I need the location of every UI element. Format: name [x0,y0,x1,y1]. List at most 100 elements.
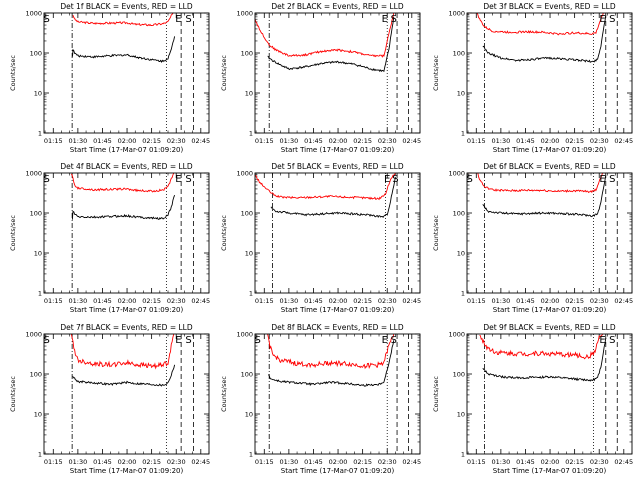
chart-title: Det 2f BLACK = Events, RED = LLD [271,2,404,11]
x-axis-label: Start Time (17-Mar-07 01:09:20) [493,467,607,475]
saa-marker-e: E [384,174,390,185]
chart-panel-7: Det 7f BLACK = Events, RED = LLD Counts/s… [9,323,210,475]
y-axis-label: Counts/sec [220,215,228,251]
x-tick-label: 01:45 [93,137,112,145]
x-tick-label: 01:30 [492,458,511,466]
x-tick-label: 02:45 [614,458,633,466]
x-tick-label: 02:15 [353,137,372,145]
plot-frame [466,333,633,455]
saa-marker-s: S [392,174,398,185]
saa-marker-s: S [185,14,191,25]
x-tick-label: 02:45 [402,297,421,305]
x-tick-label: 01:15 [44,297,63,305]
x-axis-label: Start Time (17-Mar-07 01:09:20) [281,146,395,154]
x-tick-label: 01:45 [516,458,535,466]
x-tick-label: 02:15 [142,458,161,466]
x-tick-label: 02:30 [590,137,609,145]
chart-panel-1: Det 1f BLACK = Events, RED = LLD Counts/s… [9,2,210,154]
x-tick-label: 01:30 [69,137,88,145]
chart-title: Det 5f BLACK = Events, RED = LLD [271,162,404,171]
y-tick-label: 1 [38,130,42,138]
x-tick-label: 01:15 [467,297,486,305]
chart-panel-6: Det 6f BLACK = Events, RED = LLD Counts/s… [432,162,633,314]
series-line-lld-red [467,13,606,36]
x-tick-label: 01:30 [280,137,299,145]
x-tick-label: 01:15 [255,137,274,145]
x-axis-label: Start Time (17-Mar-07 01:09:20) [493,146,607,154]
y-tick-label: 10 [457,90,465,98]
series-line-events-black [482,174,607,218]
x-tick-label: 01:15 [467,458,486,466]
chart-title: Det 4f BLACK = Events, RED = LLD [60,162,193,171]
y-tick-label: 100 [453,50,465,58]
x-tick-label: 02:00 [118,458,137,466]
plot-frame [254,172,421,294]
x-tick-label: 02:45 [402,458,421,466]
series-line-lld-red [467,173,606,194]
x-tick-label: 02:30 [590,297,609,305]
saa-marker-s: S [609,174,615,185]
x-tick-label: 01:45 [516,297,535,305]
x-tick-label: 02:45 [191,137,210,145]
y-tick-label: 1000 [448,331,465,339]
series-line-lld-red [70,334,175,370]
saa-marker-s: S [391,335,397,346]
x-tick-label: 01:30 [492,297,511,305]
y-tick-label: 10 [245,90,253,98]
x-tick-label: 02:45 [614,297,633,305]
saa-marker-s: S [255,335,261,346]
y-tick-label: 1000 [448,170,465,178]
x-tick-label: 02:00 [118,297,137,305]
chart-panel-8: Det 8f BLACK = Events, RED = LLD Counts/s… [220,323,421,475]
series-line-events-black [482,337,607,382]
y-tick-label: 1000 [236,331,253,339]
chart-panel-4: Det 4f BLACK = Events, RED = LLD Counts/s… [9,162,210,314]
y-tick-label: 100 [241,210,253,218]
y-axis-label: Counts/sec [220,55,228,91]
y-tick-label: 1 [461,451,465,459]
y-tick-label: 10 [34,411,42,419]
saa-marker-e: E [175,174,181,185]
plot-frame [466,172,633,294]
series-line-lld-red [255,13,395,58]
x-tick-label: 01:30 [280,297,299,305]
x-axis-label: Start Time (17-Mar-07 01:09:20) [493,306,607,314]
x-tick-label: 02:30 [167,458,186,466]
saa-marker-e: E [599,335,605,346]
y-tick-label: 100 [30,50,42,58]
x-tick-label: 02:30 [167,137,186,145]
saa-marker-s: S [609,14,615,25]
x-tick-label: 02:00 [541,297,560,305]
saa-marker-s: S [44,14,50,25]
x-tick-label: 01:15 [467,137,486,145]
x-tick-label: 02:15 [353,458,372,466]
saa-marker-s: S [467,174,473,185]
series-line-events-black [270,176,396,219]
x-tick-label: 02:15 [353,297,372,305]
saa-marker-s: S [185,174,191,185]
y-axis-label: Counts/sec [220,376,228,412]
y-tick-label: 10 [457,250,465,258]
x-tick-label: 02:15 [565,297,584,305]
y-tick-label: 100 [30,371,42,379]
x-tick-label: 01:30 [280,458,299,466]
x-tick-label: 01:45 [93,297,112,305]
x-tick-label: 01:45 [516,137,535,145]
x-tick-label: 02:30 [590,458,609,466]
saa-marker-s: S [185,335,191,346]
y-axis-label: Counts/sec [9,215,17,251]
x-tick-label: 01:30 [69,297,88,305]
plot-frame [43,172,210,294]
chart-panel-3: Det 3f BLACK = Events, RED = LLD Counts/s… [432,2,633,154]
y-tick-label: 10 [245,411,253,419]
x-tick-label: 01:30 [69,458,88,466]
x-tick-label: 02:15 [142,137,161,145]
y-tick-label: 1 [461,290,465,298]
y-tick-label: 1000 [25,170,42,178]
series-line-events-black [72,364,176,387]
x-tick-label: 01:15 [44,137,63,145]
chart-title: Det 8f BLACK = Events, RED = LLD [271,323,404,332]
saa-marker-e: E [599,174,605,185]
